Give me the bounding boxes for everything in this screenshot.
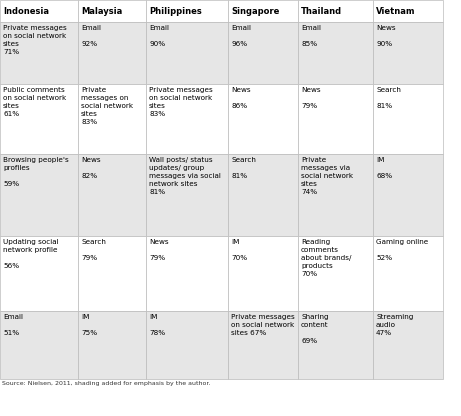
Bar bbox=[298, 236, 373, 311]
Bar bbox=[146, 84, 228, 154]
Bar bbox=[78, 0, 146, 22]
Text: Vietnam: Vietnam bbox=[376, 7, 415, 15]
Text: IM

68%: IM 68% bbox=[376, 157, 392, 179]
Text: IM

78%: IM 78% bbox=[149, 314, 165, 336]
Bar bbox=[0, 236, 78, 311]
Bar bbox=[298, 22, 373, 84]
Text: Singapore: Singapore bbox=[231, 7, 279, 15]
Text: Search

81%: Search 81% bbox=[376, 87, 401, 109]
Text: Private messages
on social network
sites 67%: Private messages on social network sites… bbox=[231, 314, 295, 336]
Text: Private messages
on social network
sites
83%: Private messages on social network sites… bbox=[149, 87, 213, 117]
Text: Public comments
on social network
sites
61%: Public comments on social network sites … bbox=[3, 87, 66, 117]
Text: Search

81%: Search 81% bbox=[231, 157, 256, 179]
Text: Email

51%: Email 51% bbox=[3, 314, 23, 336]
Bar bbox=[146, 154, 228, 236]
Bar bbox=[373, 154, 443, 236]
Text: Private
messages via
social network
sites
74%: Private messages via social network site… bbox=[301, 157, 353, 195]
Text: Private
messages on
social network
sites
83%: Private messages on social network sites… bbox=[81, 87, 133, 125]
Text: News

90%: News 90% bbox=[376, 25, 396, 47]
Text: Private messages
on social network
sites
71%: Private messages on social network sites… bbox=[3, 25, 67, 55]
Bar bbox=[78, 311, 146, 379]
Bar bbox=[146, 311, 228, 379]
Text: Gaming online

52%: Gaming online 52% bbox=[376, 239, 428, 261]
Bar bbox=[78, 22, 146, 84]
Bar bbox=[0, 154, 78, 236]
Text: Email

96%: Email 96% bbox=[231, 25, 251, 47]
Bar bbox=[78, 84, 146, 154]
Bar bbox=[228, 84, 298, 154]
Bar bbox=[0, 0, 78, 22]
Bar bbox=[0, 22, 78, 84]
Text: IM

70%: IM 70% bbox=[231, 239, 247, 261]
Bar bbox=[298, 311, 373, 379]
Bar bbox=[373, 311, 443, 379]
Bar bbox=[146, 236, 228, 311]
Text: Source: Nielsen, 2011, shading added for emphasis by the author.: Source: Nielsen, 2011, shading added for… bbox=[2, 381, 210, 386]
Bar bbox=[228, 22, 298, 84]
Text: News

86%: News 86% bbox=[231, 87, 251, 109]
Bar bbox=[78, 154, 146, 236]
Text: Browsing people's
profiles

59%: Browsing people's profiles 59% bbox=[3, 157, 69, 187]
Text: News

79%: News 79% bbox=[301, 87, 320, 109]
Text: Sharing
content

69%: Sharing content 69% bbox=[301, 314, 329, 344]
Bar bbox=[373, 84, 443, 154]
Bar bbox=[298, 0, 373, 22]
Text: News

82%: News 82% bbox=[81, 157, 100, 179]
Text: Thailand: Thailand bbox=[301, 7, 342, 15]
Bar bbox=[0, 311, 78, 379]
Bar bbox=[228, 154, 298, 236]
Bar bbox=[373, 22, 443, 84]
Bar bbox=[146, 22, 228, 84]
Text: Email

90%: Email 90% bbox=[149, 25, 169, 47]
Bar bbox=[373, 0, 443, 22]
Text: Email

92%: Email 92% bbox=[81, 25, 101, 47]
Bar bbox=[298, 84, 373, 154]
Bar bbox=[228, 236, 298, 311]
Bar bbox=[298, 154, 373, 236]
Text: Email

85%: Email 85% bbox=[301, 25, 321, 47]
Bar bbox=[373, 236, 443, 311]
Text: Philippines: Philippines bbox=[149, 7, 202, 15]
Text: Search

79%: Search 79% bbox=[81, 239, 106, 261]
Bar bbox=[228, 311, 298, 379]
Bar bbox=[146, 0, 228, 22]
Text: News

79%: News 79% bbox=[149, 239, 169, 261]
Bar bbox=[228, 0, 298, 22]
Text: Indonesia: Indonesia bbox=[3, 7, 49, 15]
Text: Updating social
network profile

56%: Updating social network profile 56% bbox=[3, 239, 59, 269]
Text: Malaysia: Malaysia bbox=[81, 7, 122, 15]
Text: Wall posts/ status
updates/ group
messages via social
network sites
81%: Wall posts/ status updates/ group messag… bbox=[149, 157, 221, 195]
Text: Reading
comments
about brands/
products
70%: Reading comments about brands/ products … bbox=[301, 239, 351, 277]
Text: Streaming
audio
47%: Streaming audio 47% bbox=[376, 314, 414, 336]
Bar bbox=[0, 84, 78, 154]
Bar bbox=[78, 236, 146, 311]
Text: IM

75%: IM 75% bbox=[81, 314, 97, 336]
